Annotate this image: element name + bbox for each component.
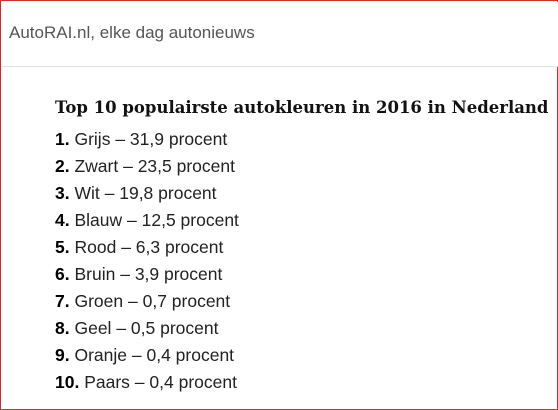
list-item: 9. Oranje – 0,4 procent [55,342,550,369]
list-item: 8. Geel – 0,5 procent [55,315,550,342]
item-percentage: 6,3 procent [135,237,224,257]
item-color-name: Rood [74,237,117,257]
item-separator: – [129,372,150,392]
item-color-name: Wit [74,183,100,203]
item-color-name: Grijs [74,129,111,149]
article-content: Top 10 populairste autokleuren in 2016 i… [55,96,550,396]
item-percentage: 31,9 procent [129,129,228,149]
site-title-link[interactable]: AutoRAI.nl, elke dag autonieuws [9,23,255,42]
list-item: 4. Blauw – 12,5 procent [55,207,550,234]
item-percentage: 12,5 procent [141,210,239,230]
item-rank: 2. [55,156,70,176]
item-color-name: Blauw [74,210,123,230]
item-color-name: Geel [74,318,112,338]
item-separator: – [118,156,138,176]
list-item: 3. Wit – 19,8 procent [55,180,550,207]
list-item: 10. Paars – 0,4 procent [55,369,550,396]
item-rank: 5. [55,237,70,257]
item-rank: 8. [55,318,70,338]
item-percentage: 3,9 procent [134,264,223,284]
item-percentage: 19,8 procent [119,183,217,203]
list-item: 5. Rood – 6,3 procent [55,234,550,261]
item-percentage: 0,7 procent [142,291,231,311]
list-item: 1. Grijs – 31,9 procent [55,126,550,153]
item-rank: 4. [55,210,70,230]
item-rank: 6. [55,264,70,284]
item-separator: – [115,264,135,284]
item-color-name: Bruin [74,264,116,284]
item-rank: 10. [55,372,80,392]
list-title: Top 10 populairste autokleuren in 2016 i… [55,98,549,117]
item-rank: 7. [55,291,70,311]
item-separator: – [111,318,131,338]
item-color-name: Paars [84,372,130,392]
item-color-name: Oranje [74,345,128,365]
list-item: 2. Zwart – 23,5 procent [55,153,550,180]
color-list: 1. Grijs – 31,9 procent 2. Zwart – 23,5 … [55,126,550,396]
item-rank: 1. [55,129,70,149]
item-percentage: 23,5 procent [137,156,235,176]
item-color-name: Groen [74,291,124,311]
item-percentage: 0,4 procent [149,372,237,392]
item-rank: 9. [55,345,70,365]
item-separator: – [116,237,136,257]
list-item: 7. Groen – 0,7 procent [55,288,550,315]
site-header: AutoRAI.nl, elke dag autonieuws [2,2,558,67]
list-item: 6. Bruin – 3,9 procent [55,261,550,288]
item-separator: – [123,291,143,311]
item-rank: 3. [55,183,70,203]
item-separator: – [110,129,130,149]
item-percentage: 0,4 procent [146,345,235,365]
item-separator: – [99,183,120,203]
item-percentage: 0,5 procent [130,318,219,338]
item-separator: – [122,210,142,230]
item-separator: – [127,345,147,365]
item-color-name: Zwart [74,156,119,176]
